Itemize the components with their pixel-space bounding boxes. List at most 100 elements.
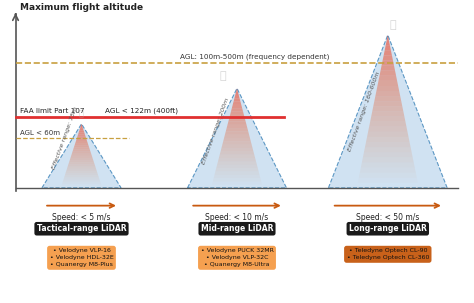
Text: Effective range: 200m: Effective range: 200m	[201, 97, 230, 165]
Polygon shape	[65, 173, 98, 175]
Text: Maximum flight altitude: Maximum flight altitude	[20, 3, 143, 12]
Polygon shape	[226, 128, 248, 132]
Polygon shape	[214, 175, 260, 178]
Polygon shape	[365, 142, 410, 147]
Polygon shape	[188, 88, 286, 188]
Text: Speed: < 5 m/s: Speed: < 5 m/s	[52, 213, 111, 222]
Polygon shape	[79, 130, 84, 132]
Polygon shape	[230, 112, 244, 115]
Polygon shape	[66, 169, 97, 171]
Polygon shape	[78, 132, 85, 135]
Polygon shape	[372, 106, 403, 112]
Polygon shape	[65, 171, 97, 173]
Polygon shape	[80, 126, 83, 128]
Polygon shape	[234, 98, 240, 102]
Polygon shape	[72, 152, 91, 154]
Polygon shape	[227, 125, 247, 128]
Polygon shape	[382, 61, 394, 65]
Polygon shape	[67, 167, 96, 169]
Text: 🚁: 🚁	[79, 110, 84, 118]
Polygon shape	[374, 96, 401, 101]
Polygon shape	[81, 124, 82, 126]
Polygon shape	[215, 171, 259, 175]
Polygon shape	[231, 108, 243, 112]
Polygon shape	[232, 105, 242, 108]
Text: Tactical-range LiDAR: Tactical-range LiDAR	[36, 224, 126, 233]
Polygon shape	[362, 157, 414, 162]
Polygon shape	[74, 143, 89, 145]
Polygon shape	[218, 158, 256, 161]
Polygon shape	[228, 118, 246, 122]
Polygon shape	[222, 142, 252, 145]
Polygon shape	[380, 71, 396, 76]
Polygon shape	[68, 162, 95, 165]
Polygon shape	[217, 161, 257, 165]
Text: FAA limit Part 107: FAA limit Part 107	[20, 108, 85, 114]
Polygon shape	[233, 102, 241, 105]
Polygon shape	[220, 152, 254, 155]
Text: AGL < 122m (400ft): AGL < 122m (400ft)	[105, 108, 178, 114]
Polygon shape	[374, 101, 402, 106]
Polygon shape	[215, 168, 259, 171]
Polygon shape	[225, 132, 249, 135]
Polygon shape	[377, 81, 398, 86]
Polygon shape	[366, 137, 410, 142]
Polygon shape	[221, 145, 253, 148]
Polygon shape	[70, 158, 93, 160]
Text: Speed: < 50 m/s: Speed: < 50 m/s	[356, 213, 419, 222]
Polygon shape	[376, 86, 399, 91]
Text: • Velodyne PUCK 32MR
• Velodyne VLP-32C
• Quanergy M8-Ultra: • Velodyne PUCK 32MR • Velodyne VLP-32C …	[201, 248, 273, 267]
Polygon shape	[80, 128, 83, 130]
Polygon shape	[363, 152, 413, 157]
Text: 🚁: 🚁	[389, 20, 396, 30]
Polygon shape	[64, 175, 99, 177]
Polygon shape	[77, 137, 86, 139]
Polygon shape	[229, 115, 245, 118]
Polygon shape	[216, 165, 258, 168]
Polygon shape	[77, 135, 86, 137]
Polygon shape	[368, 127, 408, 132]
Polygon shape	[235, 92, 239, 95]
Polygon shape	[383, 55, 393, 61]
Polygon shape	[64, 177, 100, 179]
Polygon shape	[360, 168, 416, 173]
Polygon shape	[328, 35, 447, 188]
Polygon shape	[370, 117, 405, 122]
Polygon shape	[369, 122, 406, 127]
Polygon shape	[75, 141, 88, 143]
Text: Effective range: 160-600m: Effective range: 160-600m	[348, 71, 382, 152]
Polygon shape	[375, 91, 400, 96]
Polygon shape	[219, 155, 255, 158]
Polygon shape	[383, 50, 392, 55]
Text: Mid-range LiDAR: Mid-range LiDAR	[201, 224, 273, 233]
Polygon shape	[361, 162, 415, 168]
Text: AGL < 60m: AGL < 60m	[20, 130, 60, 136]
Polygon shape	[236, 88, 238, 92]
Polygon shape	[381, 65, 395, 71]
Polygon shape	[371, 112, 404, 117]
Polygon shape	[385, 45, 391, 50]
Polygon shape	[224, 135, 250, 138]
Polygon shape	[63, 179, 100, 181]
Polygon shape	[386, 40, 390, 45]
Polygon shape	[68, 165, 95, 167]
Polygon shape	[364, 147, 411, 152]
Text: AGL: 100m-500m (frequency dependent): AGL: 100m-500m (frequency dependent)	[181, 53, 330, 60]
Polygon shape	[76, 139, 87, 141]
Polygon shape	[69, 160, 94, 162]
Text: Long-range LiDAR: Long-range LiDAR	[349, 224, 427, 233]
Text: Speed: < 10 m/s: Speed: < 10 m/s	[205, 213, 269, 222]
Polygon shape	[387, 35, 389, 40]
Text: • Velodyne VLP-16
• Velodyne HDL-32E
• Quanergy M8-Plus: • Velodyne VLP-16 • Velodyne HDL-32E • Q…	[50, 248, 113, 267]
Polygon shape	[71, 156, 92, 158]
Polygon shape	[42, 124, 121, 188]
Text: • Teledyne Optech CL-90
• Teledyne Optech CL-360: • Teledyne Optech CL-90 • Teledyne Optec…	[346, 248, 429, 260]
Polygon shape	[73, 147, 90, 149]
Polygon shape	[378, 76, 397, 81]
Polygon shape	[220, 148, 254, 152]
Polygon shape	[235, 95, 239, 98]
Polygon shape	[73, 149, 91, 152]
Polygon shape	[223, 138, 251, 142]
Polygon shape	[71, 154, 92, 156]
Polygon shape	[74, 145, 89, 147]
